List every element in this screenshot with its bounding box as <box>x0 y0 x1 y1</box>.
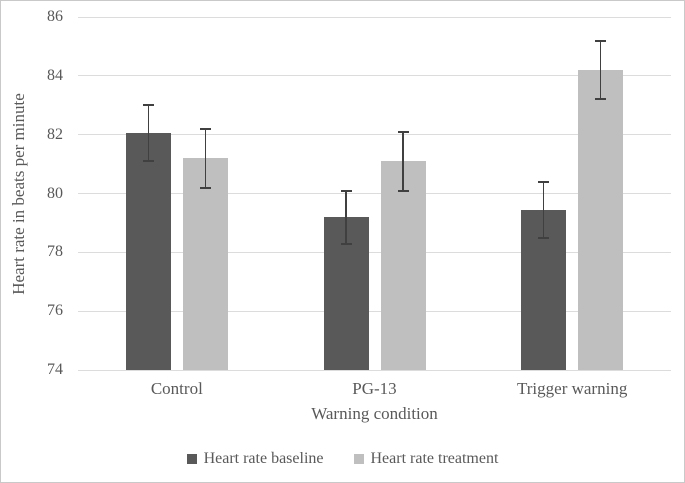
error-bar-cap <box>142 104 154 107</box>
error-bar-cap <box>595 98 607 101</box>
error-bar-cap <box>595 39 607 42</box>
bar-baseline-0 <box>125 133 171 370</box>
y-tick-label: 80 <box>47 184 63 202</box>
y-tick-label: 86 <box>47 8 63 25</box>
error-bar-cap <box>397 130 409 133</box>
legend-item: Heart rate baseline <box>186 450 324 468</box>
gridline <box>78 369 671 371</box>
gridline <box>78 16 671 18</box>
x-tick-label: Trigger warning <box>516 379 628 398</box>
y-tick-label: 74 <box>47 361 63 378</box>
gridline <box>78 310 671 312</box>
gridline <box>78 134 671 136</box>
gridline <box>78 193 671 194</box>
legend-label: Heart rate treatment <box>370 450 499 467</box>
legend-swatch <box>353 454 364 464</box>
legend-swatch <box>186 454 197 464</box>
error-bar-cap <box>397 189 409 192</box>
y-tick-label: 84 <box>47 66 63 84</box>
error-bar <box>402 131 404 191</box>
error-bar <box>599 40 602 100</box>
error-bar <box>542 181 545 238</box>
error-bar-cap <box>538 180 550 183</box>
error-bar-cap <box>340 189 352 192</box>
y-tick-label: 78 <box>47 243 63 261</box>
y-tick-label: 76 <box>47 302 63 320</box>
plot-area <box>78 16 671 371</box>
x-axis-title: Warning condition <box>311 404 438 423</box>
error-bar <box>147 105 150 162</box>
gridline <box>78 75 671 77</box>
error-bar-cap <box>340 242 352 245</box>
bar-treatment-2 <box>578 69 624 370</box>
x-tick-label: Control <box>150 379 203 398</box>
gridline <box>78 251 671 253</box>
error-bar-cap <box>199 186 211 189</box>
bar-treatment-1 <box>380 161 426 370</box>
error-bar <box>345 190 347 244</box>
error-bar <box>204 128 207 188</box>
bar-treatment-0 <box>182 158 228 370</box>
error-bar-cap <box>538 236 550 239</box>
legend-item: Heart rate treatment <box>353 450 499 468</box>
error-bar-cap <box>199 127 211 130</box>
error-bar-cap <box>142 160 154 163</box>
legend-label: Heart rate baseline <box>203 450 324 467</box>
x-tick-label: PG-13 <box>352 379 397 398</box>
legend: Heart rate baseline Heart rate treatment <box>1 450 684 468</box>
y-tick-label: 82 <box>47 125 63 143</box>
